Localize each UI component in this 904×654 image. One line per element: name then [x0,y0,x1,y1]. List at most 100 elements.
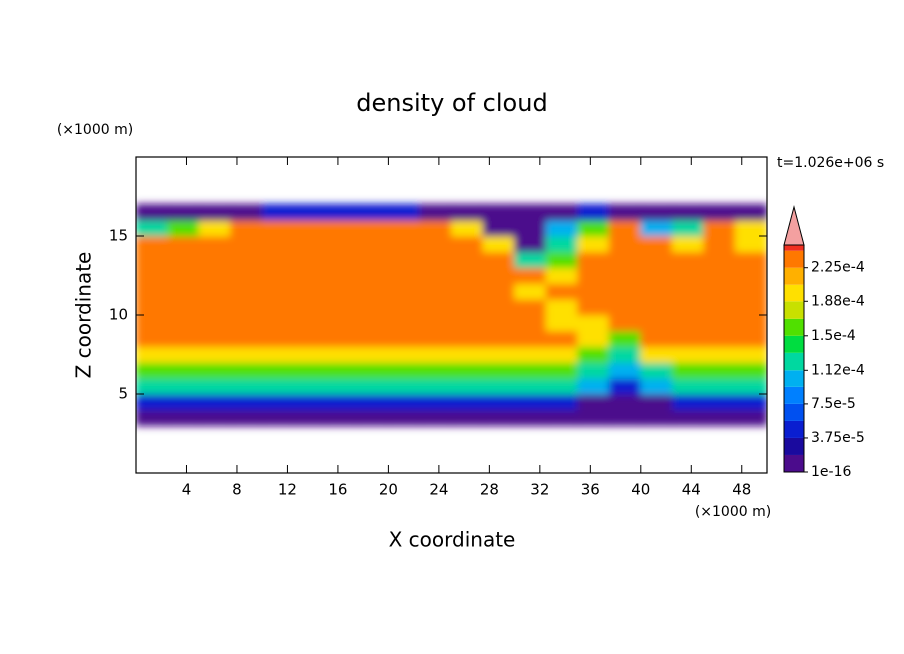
field-cell [703,377,736,395]
x-tick-label: 4 [182,481,192,499]
field-cell [261,409,295,427]
field-cell [293,251,326,269]
field-cell [293,393,326,411]
field-cell [703,219,736,237]
field-cell [577,235,610,253]
field-cell [671,267,705,284]
field-cell [167,219,200,237]
field-cell [671,346,705,363]
field-cell [293,346,326,363]
field-cell [640,282,673,300]
field-cells [136,203,767,427]
field-cell [387,361,421,379]
colorbar-over [783,205,805,246]
x-tick-label: 40 [631,481,650,499]
colorbar-band [784,386,804,404]
x-tick-label: 16 [328,481,347,499]
colorbar-band [784,245,804,251]
field-cell [230,346,263,363]
field-cell [640,330,673,348]
field-cell [198,361,232,379]
field-cell [419,298,452,316]
field-cell [545,251,579,269]
field-cell [167,377,200,395]
field-cell [671,235,705,253]
field-cell [198,298,232,316]
field-cell [136,282,169,300]
field-cell [198,219,232,237]
field-cell [230,282,263,300]
colorbar-tick-label: 1.88e-4 [811,293,865,309]
colorbar-band [784,284,804,302]
field-cell [230,361,263,379]
field-cell [324,314,358,332]
field-cell [577,409,610,427]
field-cell [387,330,421,348]
field-cell [387,409,421,427]
field-cell [545,219,579,237]
field-cell [261,330,295,348]
field-cell [671,251,705,269]
field-cell [136,251,169,269]
chart-title: density of cloud [356,89,547,117]
field-cell [734,282,767,300]
field-cell [734,203,767,221]
field-cell [324,282,358,300]
colorbar-tick-label: 1.12e-4 [811,362,865,378]
field-cell [167,330,200,348]
field-cell [577,346,610,363]
field-cell [198,377,232,395]
field-cell [451,282,484,300]
field-cell [545,393,579,411]
field-cell [387,346,421,363]
field-cell [230,314,263,332]
field-cell [293,361,326,379]
field-cell [482,219,516,237]
field-cell [703,314,736,332]
y-unit: (×1000 m) [57,122,133,138]
field-cell [261,219,295,237]
colorbar-band [784,403,804,421]
field-cell [608,409,642,427]
field-cell [261,298,295,316]
field-cell [261,267,295,284]
field-cell [451,393,484,411]
field-cell [230,235,263,253]
field-cell [482,251,516,269]
field-cell [356,219,389,237]
field-cell [577,393,610,411]
field-cell [136,235,169,253]
field-cell [324,267,358,284]
field-cell [167,282,200,300]
field-cell [167,203,200,221]
field-cell [167,409,200,427]
field-cell [608,298,642,316]
field-cell [261,251,295,269]
field-cell [514,330,547,348]
field-cell [577,298,610,316]
y-tick-label: 5 [118,385,128,403]
field-cell [198,203,232,221]
field-cell [545,267,579,284]
field-cell [514,361,547,379]
field-cell [136,393,169,411]
colorbar-band [784,301,804,319]
field-cell [324,377,358,395]
field-cell [356,314,389,332]
colorbar-band [784,318,804,336]
field-cell [167,251,200,269]
field-cell [514,393,547,411]
field-cell [514,298,547,316]
field-cell [387,314,421,332]
field-cell [608,282,642,300]
field-cell [608,361,642,379]
field-cell [198,282,232,300]
field-cell [734,409,767,427]
field-cell [324,393,358,411]
field-cell [198,267,232,284]
field-cell [167,298,200,316]
field-cell [545,409,579,427]
colorbar-tick-label: 3.75e-5 [811,430,865,446]
field-cell [230,393,263,411]
field-cell [734,251,767,269]
